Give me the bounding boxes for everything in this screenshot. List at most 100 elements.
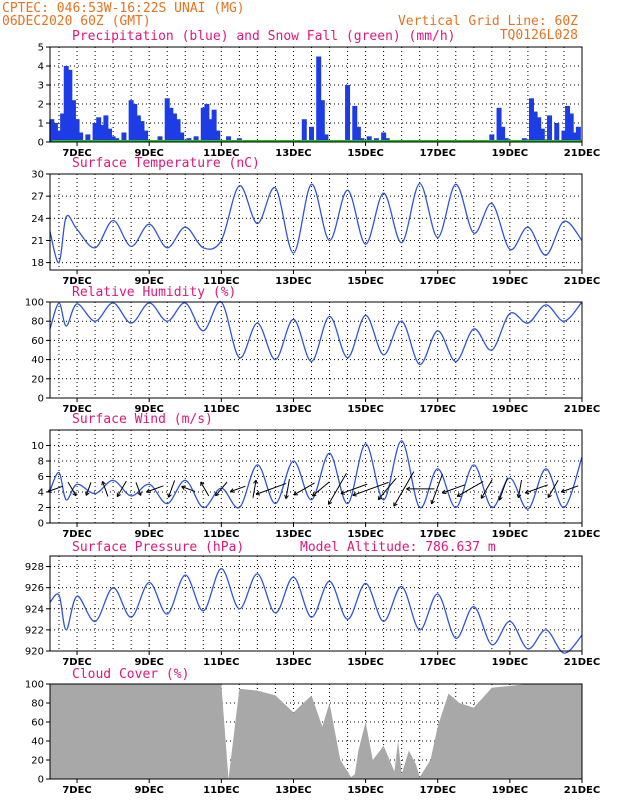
pressure-line bbox=[49, 568, 583, 654]
precipitation-bar bbox=[157, 136, 163, 142]
wind-arrow-head bbox=[547, 495, 552, 498]
x-tick-label: 15DEC bbox=[347, 404, 383, 415]
wind-arrow-head bbox=[181, 485, 186, 488]
wind-arrow-shaft bbox=[252, 479, 257, 498]
wind-arrow-head bbox=[516, 493, 519, 498]
x-tick-label: 15DEC bbox=[347, 148, 383, 159]
y-tick-label: 40 bbox=[31, 355, 44, 366]
y-tick-label: 60 bbox=[31, 718, 44, 729]
wind-arrow-shaft bbox=[480, 479, 493, 499]
header-datetime: 06DEC2020 60Z (GMT) bbox=[2, 14, 151, 29]
x-tick-label: 17DEC bbox=[420, 276, 456, 287]
wind-arrow-head bbox=[498, 496, 500, 501]
header-location: CPTEC: 046:53W-16:22S UNAI (MG) bbox=[2, 1, 245, 16]
wind-arrow-head bbox=[518, 494, 522, 499]
x-tick-label: 13DEC bbox=[275, 276, 311, 287]
x-tick-label: 11DEC bbox=[203, 276, 239, 287]
wind-arrow-head bbox=[406, 486, 411, 490]
y-tick-label: 924 bbox=[25, 604, 44, 615]
y-tick-label: 18 bbox=[31, 258, 44, 269]
header-model-id: TQ0126L028 bbox=[500, 28, 578, 43]
humidity-panel: Relative Humidity (%) 0 20 40 60 80 100 7DEC 9… bbox=[25, 285, 600, 415]
wind-arrow-head bbox=[352, 492, 356, 496]
wind-arrow-head bbox=[312, 494, 317, 497]
precipitation-bar bbox=[554, 123, 560, 142]
precipitation-bar bbox=[319, 100, 325, 142]
x-tick-label: 11DEC bbox=[203, 529, 239, 540]
wind-arrow-head bbox=[215, 493, 220, 497]
y-tick-label: 926 bbox=[25, 583, 44, 594]
precipitation-bar bbox=[323, 134, 329, 142]
wind-arrow-shaft bbox=[135, 482, 142, 496]
wind-arrow-shaft bbox=[352, 481, 389, 496]
wind-arrow-shaft bbox=[285, 478, 290, 499]
wind-arrow-shaft bbox=[181, 486, 195, 492]
y-tick-label: 20 bbox=[31, 374, 44, 385]
y-tick-label: 4 bbox=[38, 62, 44, 73]
wind-arrow-head bbox=[377, 495, 380, 500]
y-tick-label: 920 bbox=[25, 647, 44, 658]
x-tick-label: 19DEC bbox=[492, 529, 528, 540]
wind-arrow-shaft bbox=[328, 473, 347, 505]
wind-arrow-head bbox=[101, 481, 103, 486]
x-tick-label: 13DEC bbox=[275, 785, 311, 796]
precipitation-bar bbox=[200, 107, 206, 142]
wind-arrow-head bbox=[284, 494, 287, 499]
precipitation-bar bbox=[49, 119, 55, 142]
wind-arrow-head bbox=[525, 492, 530, 495]
precipitation-x-ticks: 7DEC 9DEC 11DEC 13DEC 15DEC 17DEC 19DEC 21DEC bbox=[62, 142, 600, 159]
wind-y-ticks: 0 2 4 6 8 10 bbox=[31, 441, 50, 530]
x-tick-label: 19DEC bbox=[492, 148, 528, 159]
wind-arrow-shaft bbox=[85, 482, 92, 496]
wind-arrow-head bbox=[102, 481, 106, 485]
y-tick-label: 2 bbox=[38, 503, 44, 514]
y-tick-label: 60 bbox=[31, 336, 44, 347]
precipitation-bar bbox=[96, 117, 102, 142]
wind-arrow-head bbox=[285, 495, 289, 500]
y-tick-label: 80 bbox=[31, 699, 44, 710]
cloud-area bbox=[50, 684, 582, 779]
precipitation-bar bbox=[103, 115, 109, 142]
y-tick-label: 6 bbox=[38, 472, 44, 483]
x-tick-label: 9DEC bbox=[134, 276, 163, 287]
y-tick-label: 0 bbox=[38, 775, 44, 786]
wind-arrow-head bbox=[255, 491, 260, 495]
precipitation-bar bbox=[107, 128, 113, 142]
y-tick-label: 8 bbox=[38, 457, 44, 468]
precipitation-bar bbox=[308, 126, 314, 142]
wind-arrow-shaft bbox=[312, 481, 330, 497]
wind-arrow-shaft bbox=[116, 480, 127, 497]
precipitation-bar bbox=[67, 69, 73, 142]
y-tick-label: 0 bbox=[38, 519, 44, 530]
precipitation-bar bbox=[500, 126, 506, 142]
precipitation-bars bbox=[49, 56, 582, 142]
temperature-panel: Surface Temperature (nC) 18 21 24 27 30 7DEC… bbox=[31, 156, 600, 287]
precipitation-bar bbox=[60, 113, 66, 142]
x-tick-label: 21DEC bbox=[564, 657, 600, 668]
precipitation-bar bbox=[489, 134, 495, 142]
wind-arrow-head bbox=[85, 492, 90, 496]
wind-arrow-head bbox=[137, 492, 142, 496]
wind-arrow-head bbox=[340, 493, 345, 495]
temperature-grid bbox=[50, 174, 582, 270]
precipitation-bar bbox=[496, 107, 502, 142]
humidity-title: Relative Humidity (%) bbox=[72, 285, 236, 300]
cloud-x-ticks: 7DEC 9DEC 11DEC 13DEC 15DEC 17DEC 19DEC 21DEC bbox=[62, 779, 600, 796]
precipitation-bar bbox=[121, 132, 127, 142]
wind-arrow-head bbox=[168, 494, 172, 498]
precipitation-bar bbox=[204, 104, 210, 142]
precipitation-bar bbox=[164, 98, 170, 142]
wind-arrow-head bbox=[311, 492, 315, 497]
x-tick-label: 19DEC bbox=[492, 404, 528, 415]
humidity-x-ticks: 7DEC 9DEC 11DEC 13DEC 15DEC 17DEC 19DEC 21DEC bbox=[62, 398, 600, 415]
wind-arrow-head bbox=[146, 491, 151, 494]
wind-arrow-shaft bbox=[67, 481, 77, 497]
precipitation-bar bbox=[135, 115, 141, 142]
wind-arrow-shaft bbox=[456, 480, 484, 497]
wind-arrow-shaft bbox=[561, 485, 579, 493]
x-tick-label: 11DEC bbox=[203, 785, 239, 796]
x-tick-label: 15DEC bbox=[347, 785, 383, 796]
wind-series-line bbox=[49, 440, 583, 510]
wind-arrow-head bbox=[481, 495, 485, 499]
